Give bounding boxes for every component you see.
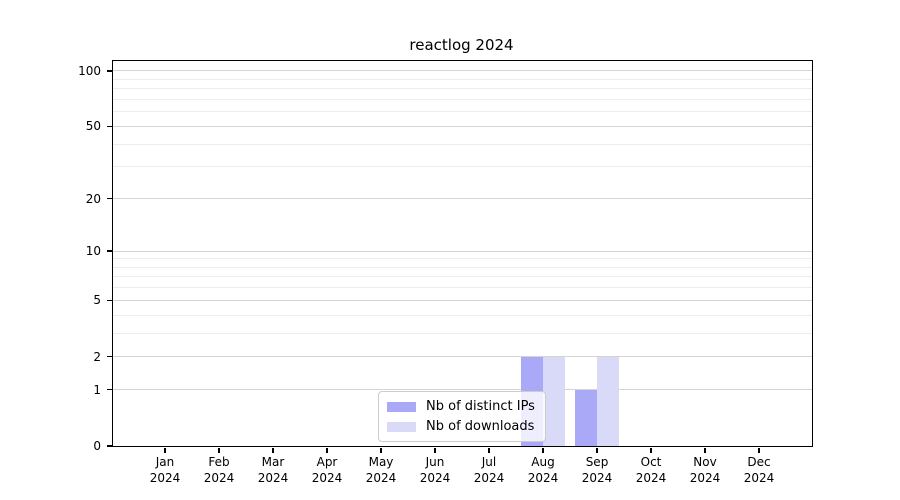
x-tick-label: May 2024 — [365, 455, 397, 485]
y-axis-tick — [106, 388, 112, 391]
plot-area: 0 1 2 5 10 20 50 100 Jan 2024 Feb 2024 Mar 2024 Apr… — [78, 60, 813, 485]
chart-title: reactlog 2024 — [409, 36, 514, 54]
major-gridline — [113, 250, 812, 252]
legend-label-downloads: Nb of downloads — [426, 419, 535, 434]
x-axis-tick — [704, 447, 706, 453]
x-axis-tick — [326, 447, 328, 453]
legend-swatch-downloads — [387, 421, 416, 432]
minor-gridline — [113, 78, 812, 80]
major-gridline — [113, 389, 812, 391]
x-tick-label: Dec 2024 — [743, 455, 775, 485]
x-tick-label: Jan 2024 — [149, 455, 181, 485]
major-gridline — [113, 198, 812, 199]
major-gridline — [113, 125, 812, 127]
x-tick-label: Jun 2024 — [419, 455, 451, 485]
x-axis-tick — [596, 447, 598, 453]
minor-gridline — [113, 166, 812, 168]
y-tick-label: 100 — [78, 63, 101, 78]
y-tick-label: 5 — [93, 293, 101, 308]
minor-gridline — [113, 111, 812, 113]
legend-item-downloads: Nb of downloads — [387, 419, 535, 434]
y-tick-label: 0 — [93, 439, 101, 453]
x-tick-label: Nov 2024 — [689, 455, 721, 485]
minor-gridline — [113, 98, 812, 100]
x-axis-tick — [218, 447, 220, 453]
minor-gridline — [113, 143, 812, 145]
x-axis-tick — [542, 447, 544, 453]
x-tick-label: Sep 2024 — [581, 455, 613, 485]
x-axis-tick — [650, 447, 652, 453]
legend: Nb of distinct IPs Nb of downloads — [378, 391, 546, 442]
y-tick-label: 10 — [85, 244, 101, 259]
x-axis-tick — [272, 447, 274, 453]
y-tick-label: 50 — [85, 119, 101, 134]
minor-gridline — [113, 258, 812, 260]
legend-swatch-distinct-ips — [387, 401, 416, 412]
minor-gridline — [113, 287, 812, 289]
x-axis-tick — [488, 447, 490, 453]
y-axis-tick — [106, 125, 112, 128]
bar-downloads — [543, 356, 565, 446]
minor-gridline — [113, 314, 812, 316]
y-axis-tick — [106, 445, 112, 447]
major-gridline — [113, 70, 812, 72]
minor-gridline — [113, 276, 812, 278]
x-tick-label: Aug 2024 — [527, 455, 559, 485]
x-axis-tick — [434, 447, 436, 453]
x-tick-label: Mar 2024 — [257, 455, 289, 485]
minor-gridline — [113, 266, 812, 268]
y-tick-label: 1 — [93, 382, 101, 397]
minor-gridline — [113, 332, 812, 334]
major-gridline — [113, 299, 812, 301]
x-axis-tick — [164, 447, 166, 453]
bar-downloads — [597, 356, 619, 446]
x-axis-tick — [380, 447, 382, 453]
x-axis-tick — [758, 447, 760, 453]
bar-distinct-ips — [575, 389, 597, 446]
major-gridline — [113, 356, 812, 358]
y-axis-tick — [106, 355, 112, 358]
legend-item-distinct-ips: Nb of distinct IPs — [387, 399, 535, 414]
y-axis-tick — [106, 299, 112, 302]
x-tick-label: Jul 2024 — [473, 455, 505, 485]
x-tick-label: Feb 2024 — [203, 455, 235, 485]
x-tick-label: Oct 2024 — [635, 455, 667, 485]
x-tick-label: Apr 2024 — [311, 455, 343, 485]
y-axis-tick — [106, 197, 112, 200]
y-axis-tick — [106, 250, 112, 252]
y-axis-tick — [106, 70, 112, 72]
y-tick-label: 2 — [93, 349, 101, 364]
minor-gridline — [113, 88, 812, 90]
y-tick-label: 20 — [85, 191, 101, 206]
legend-label-distinct-ips: Nb of distinct IPs — [426, 399, 535, 414]
